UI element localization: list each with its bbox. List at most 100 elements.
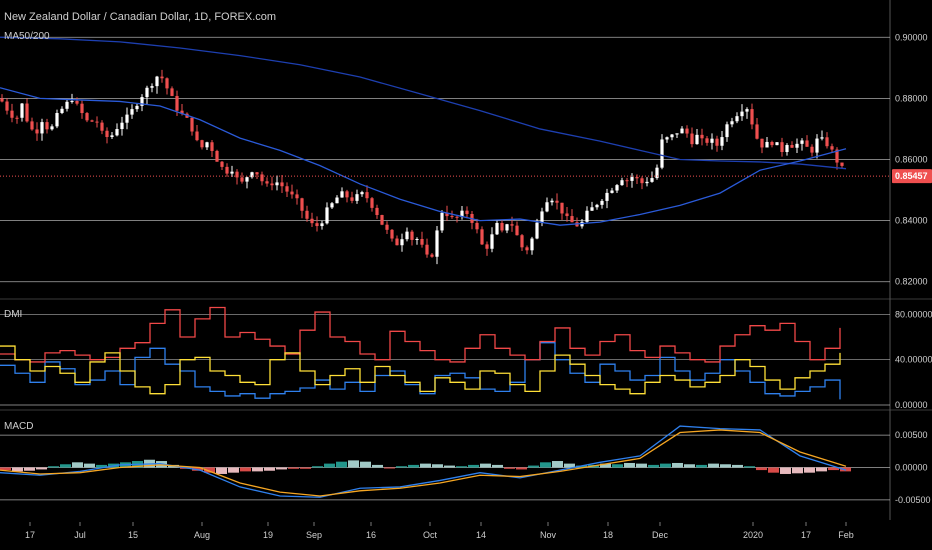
x-tick-label: 16 (366, 530, 376, 540)
candle-body (460, 210, 464, 218)
candle-body (770, 141, 774, 146)
candle-body (465, 210, 469, 214)
macd-legend: MACD (4, 421, 34, 432)
candle-body (430, 254, 434, 257)
candle-body (40, 122, 44, 134)
macd-histogram-bar (600, 463, 611, 468)
candle-body (690, 133, 694, 145)
dmi-tick-label: 40.00000 (895, 355, 932, 365)
candle-body (525, 247, 529, 251)
candle-body (380, 215, 384, 225)
candle-body (700, 134, 704, 139)
price-pane[interactable] (0, 36, 890, 265)
macd-histogram-bar (216, 467, 227, 474)
candle-body (820, 137, 824, 139)
candle-body (600, 200, 604, 205)
candle-body (105, 130, 109, 137)
candle-body (100, 122, 104, 131)
candle-body (60, 108, 64, 113)
candle-body (450, 216, 454, 218)
macd-series-line (0, 429, 847, 497)
macd-histogram-bar (660, 463, 671, 468)
candle-body (130, 109, 134, 115)
candle-body (90, 120, 94, 122)
macd-histogram-bar (84, 463, 95, 468)
candle-body (70, 100, 74, 102)
candle-body (95, 121, 99, 123)
candle-body (435, 230, 439, 257)
candle-body (585, 210, 589, 222)
macd-histogram-bar (756, 467, 767, 471)
macd-histogram-bar (468, 464, 479, 468)
candle-body (200, 140, 204, 148)
candle-body (245, 177, 249, 182)
candle-body (830, 146, 834, 150)
dmi-pane[interactable] (0, 306, 841, 400)
candle-body (740, 111, 744, 117)
macd-histogram-bar (456, 466, 467, 468)
last-price-tag: 0.85457 (892, 169, 932, 184)
candle-body (305, 210, 309, 219)
macd-histogram-bar (36, 467, 47, 470)
macd-histogram-bar (480, 463, 491, 468)
candle-body (425, 244, 429, 255)
candle-body (655, 167, 659, 179)
macd-histogram-bar (648, 464, 659, 468)
candle-body (10, 110, 14, 118)
candle-body (395, 238, 399, 246)
candle-body (25, 103, 29, 122)
macd-histogram-bar (360, 461, 371, 468)
candle-body (570, 216, 574, 223)
candle-body (625, 180, 629, 182)
candle-body (145, 87, 149, 98)
candle-body (595, 204, 599, 208)
candle-body (440, 212, 444, 231)
candle-body (365, 192, 369, 199)
dmi-series-line (0, 345, 841, 395)
macd-histogram-bar (744, 466, 755, 468)
macd-histogram-bar (444, 465, 455, 468)
candle-body (85, 113, 89, 121)
macd-histogram-bar (564, 463, 575, 468)
price-tick-label: 0.86000 (895, 155, 928, 165)
candle-body (775, 142, 779, 146)
candle-body (125, 114, 129, 123)
macd-series-line (0, 425, 847, 498)
x-tick-label: Sep (306, 530, 322, 540)
candle-body (550, 200, 554, 203)
candle-body (415, 238, 419, 240)
candle-body (165, 78, 169, 89)
macd-pane[interactable] (0, 425, 851, 498)
candle-body (375, 207, 379, 216)
macd-tick-label: 0.00000 (895, 463, 928, 473)
candle-body (220, 161, 224, 167)
candle-body (620, 180, 624, 186)
candle-body (50, 126, 54, 130)
macd-tick-label: 0.00500 (895, 430, 928, 440)
candle-body (20, 103, 24, 118)
macd-histogram-bar (204, 467, 215, 473)
macd-histogram-bar (48, 466, 59, 468)
macd-histogram-bar (240, 467, 251, 472)
candle-body (335, 197, 339, 204)
candle-body (725, 124, 729, 138)
x-tick-label: Aug (194, 530, 210, 540)
macd-histogram-bar (696, 464, 707, 468)
candle-body (155, 76, 159, 87)
candle-body (515, 225, 519, 236)
candle-body (565, 213, 569, 217)
candle-body (645, 181, 649, 184)
candle-body (110, 135, 114, 137)
gridlines (0, 0, 932, 520)
candle-body (455, 216, 459, 218)
candle-body (800, 140, 804, 144)
macd-histogram-bar (720, 464, 731, 468)
macd-histogram-bar (612, 464, 623, 468)
macd-histogram-bar (72, 462, 83, 468)
macd-histogram-bar (372, 464, 383, 468)
candle-body (665, 137, 669, 140)
macd-histogram-bar (504, 467, 515, 469)
price-tick-label: 0.88000 (895, 93, 928, 103)
candle-body (485, 244, 489, 249)
